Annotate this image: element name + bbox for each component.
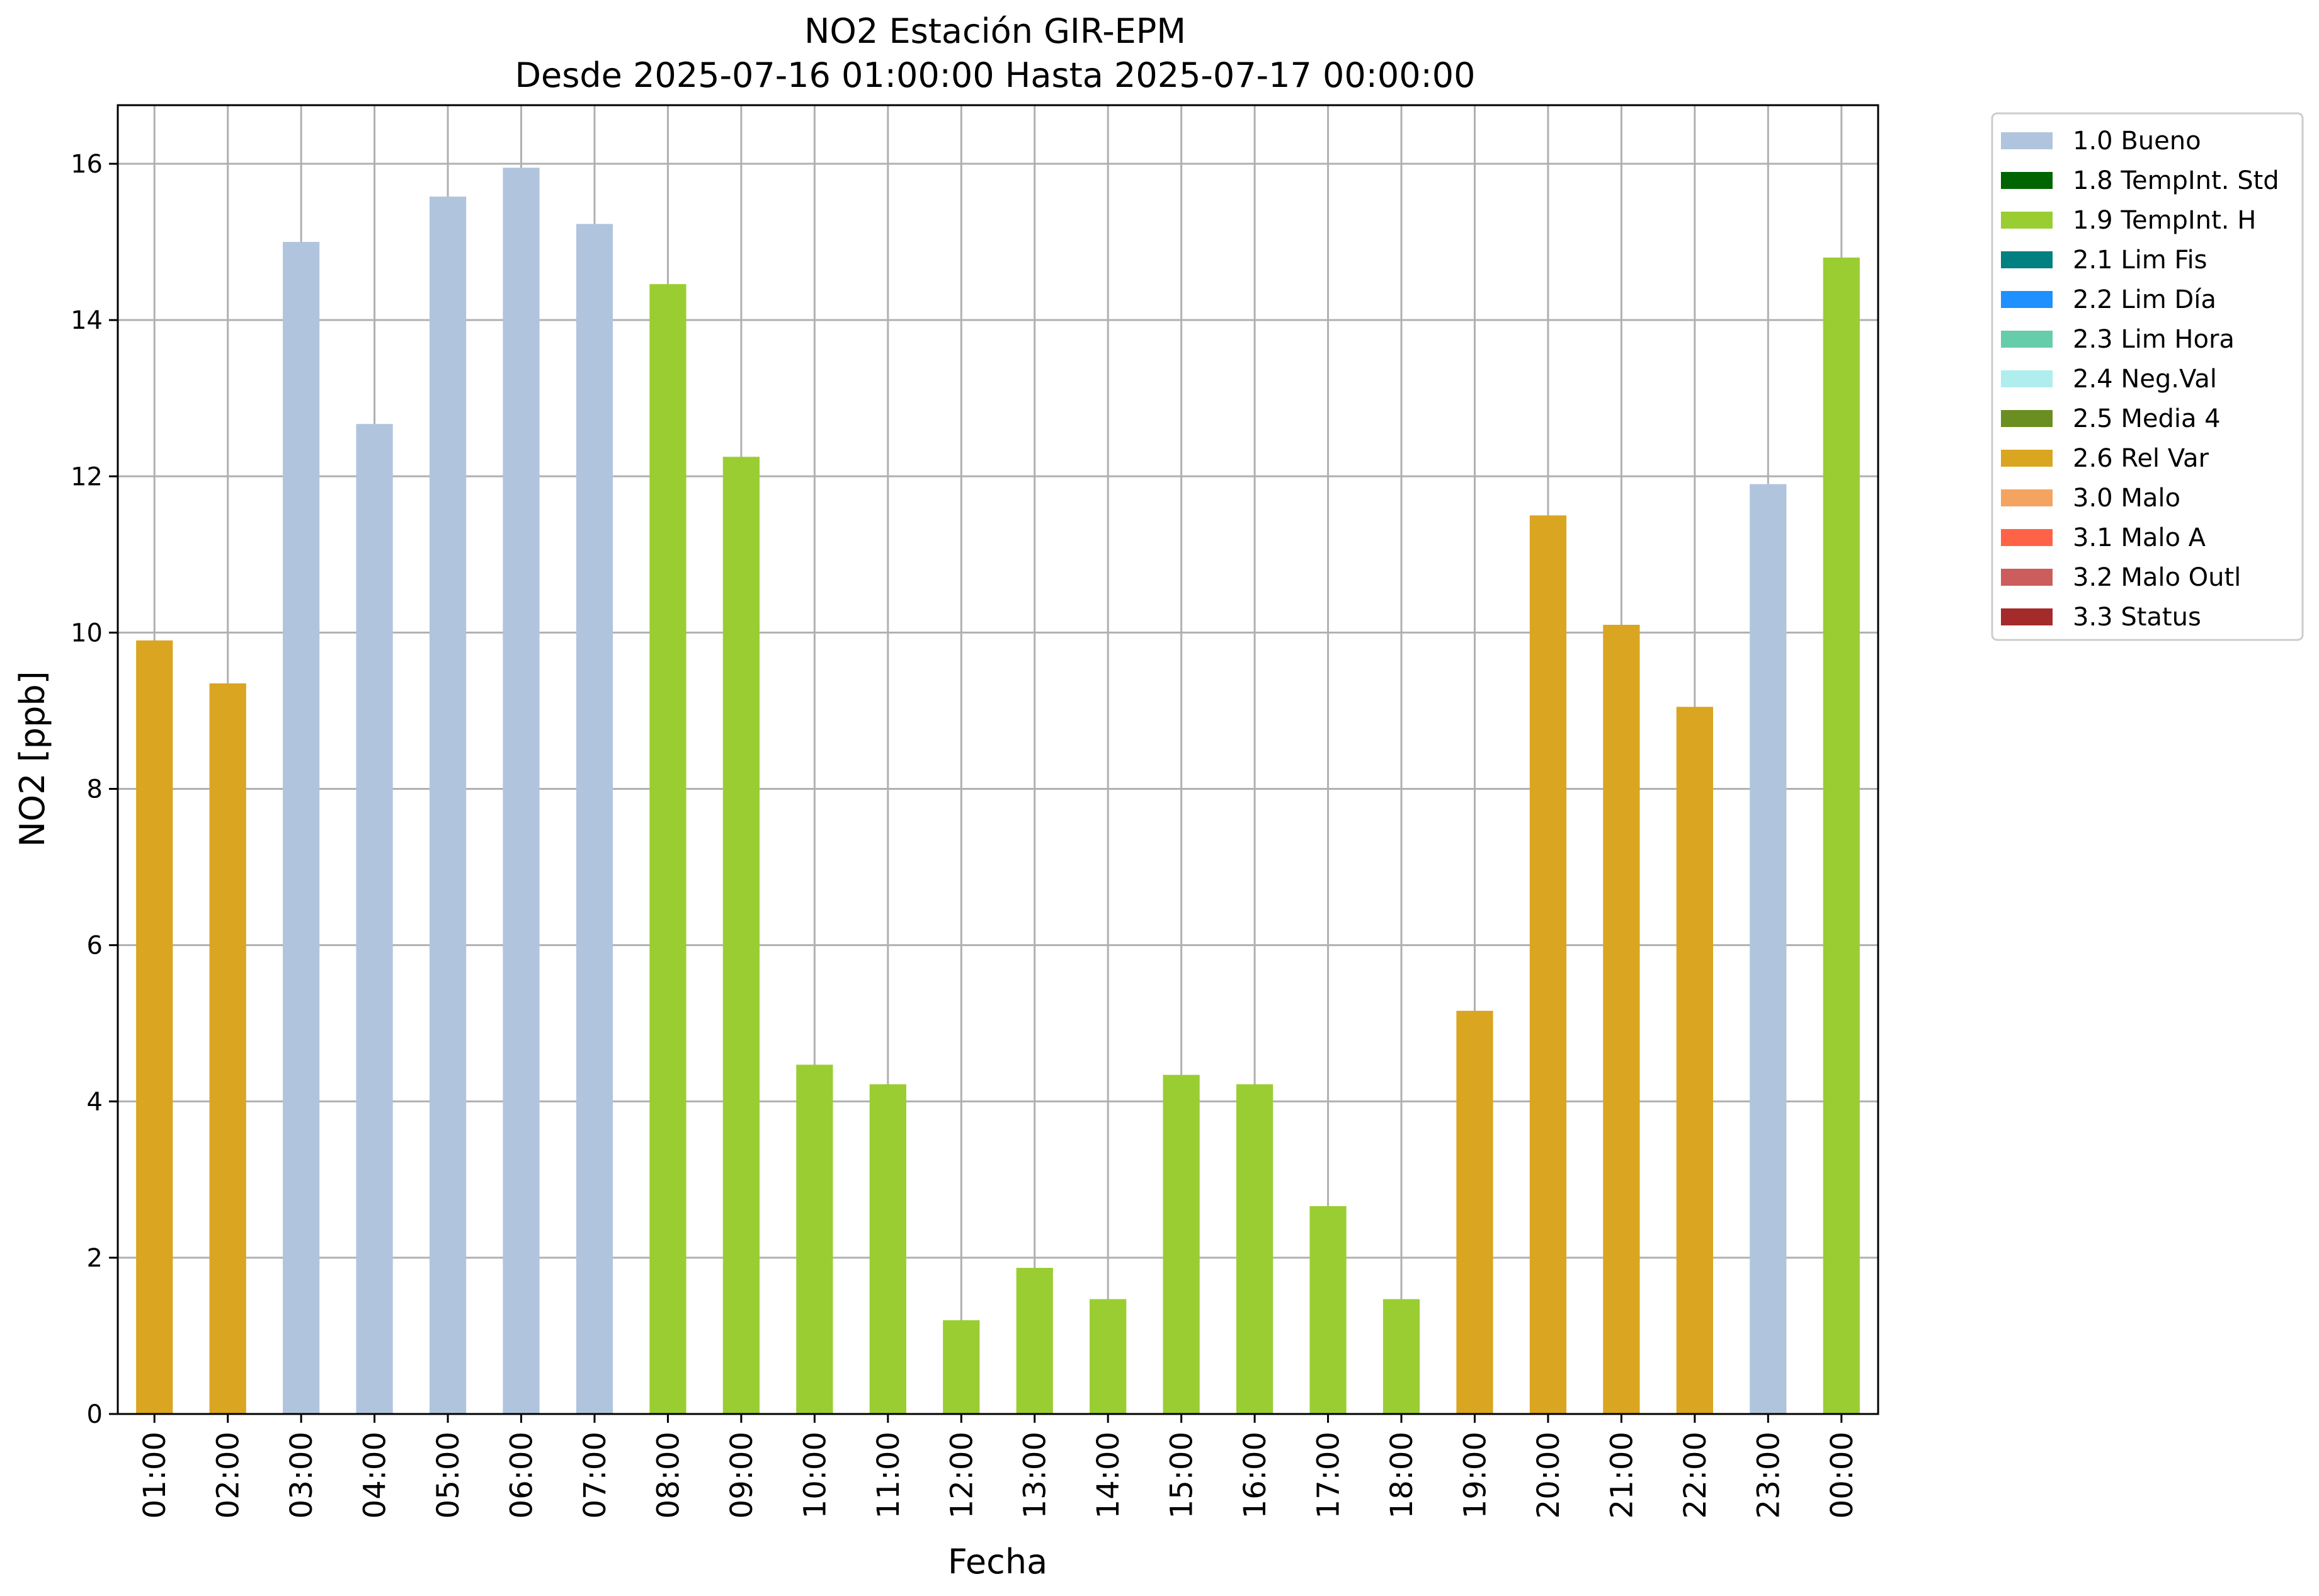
x-tick-label: 06:00 bbox=[504, 1432, 540, 1519]
bar-0600 bbox=[503, 168, 540, 1414]
y-axis-label: NO2 [ppb] bbox=[13, 671, 52, 846]
bar-1500 bbox=[1163, 1074, 1200, 1414]
bar-0800 bbox=[649, 284, 687, 1415]
legend-label: 3.0 Malo bbox=[2073, 484, 2180, 513]
chart-subtitle: Desde 2025-07-16 01:00:00 Hasta 2025-07-… bbox=[515, 55, 1475, 95]
y-tick-label: 10 bbox=[71, 618, 103, 647]
plot-frame bbox=[117, 104, 1879, 1415]
legend-swatch bbox=[2001, 251, 2053, 268]
x-tick-label: 09:00 bbox=[724, 1432, 760, 1519]
y-tick-label: 14 bbox=[71, 306, 103, 335]
legend-label: 3.1 Malo A bbox=[2073, 523, 2206, 552]
legend-label: 2.1 Lim Fis bbox=[2073, 246, 2207, 275]
y-tick-label: 2 bbox=[87, 1244, 103, 1273]
bar-0500 bbox=[429, 197, 467, 1414]
chart-title: NO2 Estación GIR-EPM bbox=[804, 11, 1186, 51]
bar-2300 bbox=[1750, 484, 1787, 1414]
legend-label: 1.8 TempInt. Std bbox=[2073, 166, 2279, 195]
legend-label: 1.0 Bueno bbox=[2073, 127, 2201, 156]
bar-0900 bbox=[722, 457, 760, 1414]
x-tick-label: 04:00 bbox=[358, 1432, 393, 1519]
x-tick-label: 12:00 bbox=[944, 1432, 979, 1519]
bar-0000 bbox=[1823, 257, 1860, 1415]
x-tick-label: 15:00 bbox=[1165, 1432, 1200, 1519]
legend-swatch bbox=[2001, 212, 2053, 229]
legend-swatch bbox=[2001, 450, 2053, 467]
x-tick-label: 02:00 bbox=[211, 1432, 246, 1519]
bar-0300 bbox=[283, 242, 320, 1414]
x-tick-label: 11:00 bbox=[871, 1432, 906, 1519]
legend-box bbox=[1991, 112, 2304, 641]
x-tick-label: 20:00 bbox=[1531, 1432, 1566, 1519]
x-axis: 01:00 02:00 03:00 04:00 05:00 06:00 07:00 08:00… bbox=[137, 1414, 1860, 1519]
bar-2100 bbox=[1603, 624, 1640, 1414]
legend-label: 2.3 Lim Hora bbox=[2073, 325, 2235, 354]
x-tick-label: 07:00 bbox=[578, 1432, 613, 1519]
x-tick-label: 08:00 bbox=[651, 1432, 686, 1519]
legend-swatch bbox=[2001, 489, 2053, 506]
x-tick-label: 01:00 bbox=[137, 1432, 173, 1519]
legend-label: 2.5 Media 4 bbox=[2073, 404, 2221, 433]
y-tick-label: 4 bbox=[87, 1088, 103, 1117]
bars bbox=[136, 168, 1860, 1415]
legend-swatch bbox=[2001, 529, 2053, 546]
bar-2000 bbox=[1529, 515, 1567, 1414]
x-tick-label: 23:00 bbox=[1751, 1432, 1786, 1519]
y-tick-label: 8 bbox=[87, 775, 103, 804]
legend-swatch bbox=[2001, 291, 2053, 308]
x-tick-label: 16:00 bbox=[1238, 1432, 1273, 1519]
legend-label: 2.2 Lim Día bbox=[2073, 285, 2216, 314]
legend-label: 3.2 Malo Outl bbox=[2073, 563, 2241, 592]
legend-label: 2.6 Rel Var bbox=[2073, 444, 2209, 473]
bar-0400 bbox=[356, 424, 393, 1414]
x-tick-label: 18:00 bbox=[1384, 1432, 1420, 1519]
x-tick-label: 22:00 bbox=[1678, 1432, 1713, 1519]
x-tick-label: 21:00 bbox=[1604, 1432, 1639, 1519]
legend-label: 3.3 Status bbox=[2073, 603, 2201, 632]
bar-1600 bbox=[1236, 1084, 1273, 1414]
bar-0200 bbox=[209, 683, 246, 1414]
bar-1300 bbox=[1016, 1268, 1053, 1414]
y-tick-label: 12 bbox=[71, 462, 103, 491]
legend-swatch bbox=[2001, 608, 2053, 625]
bar-1400 bbox=[1090, 1299, 1127, 1414]
legend-swatch bbox=[2001, 132, 2053, 149]
x-tick-label: 14:00 bbox=[1091, 1432, 1126, 1519]
x-axis-label: Fecha bbox=[948, 1542, 1047, 1582]
legend-swatch bbox=[2001, 172, 2053, 189]
legend-swatch bbox=[2001, 410, 2053, 427]
legend-swatch bbox=[2001, 370, 2053, 387]
legend-swatch bbox=[2001, 331, 2053, 348]
x-tick-label: 03:00 bbox=[284, 1432, 319, 1519]
x-tick-label: 19:00 bbox=[1457, 1432, 1493, 1519]
x-tick-label: 00:00 bbox=[1825, 1432, 1860, 1519]
y-axis: 0 2 4 6 8 10 12 14 16 bbox=[71, 150, 118, 1429]
bar-1000 bbox=[796, 1064, 833, 1414]
x-tick-label: 13:00 bbox=[1018, 1432, 1053, 1519]
x-tick-label: 05:00 bbox=[431, 1432, 466, 1519]
bar-1900 bbox=[1456, 1010, 1493, 1414]
bar-0700 bbox=[576, 224, 613, 1414]
bar-1800 bbox=[1382, 1299, 1420, 1414]
bar-1200 bbox=[943, 1320, 980, 1414]
bar-1700 bbox=[1309, 1206, 1347, 1414]
bar-0100 bbox=[136, 640, 173, 1414]
bar-1100 bbox=[869, 1084, 906, 1414]
x-tick-label: 17:00 bbox=[1311, 1432, 1347, 1519]
x-tick-label: 10:00 bbox=[797, 1432, 833, 1519]
y-tick-label: 6 bbox=[87, 932, 103, 960]
bar-2200 bbox=[1676, 707, 1713, 1414]
y-tick-label: 16 bbox=[71, 150, 103, 179]
legend: 1.0 Bueno 1.8 TempInt. Std 1.9 TempInt. H 2… bbox=[1991, 112, 2304, 641]
legend-label: 1.9 TempInt. H bbox=[2073, 206, 2256, 235]
legend-label: 2.4 Neg.Val bbox=[2073, 365, 2217, 394]
legend-swatch bbox=[2001, 569, 2053, 586]
y-tick-label: 0 bbox=[87, 1400, 103, 1429]
